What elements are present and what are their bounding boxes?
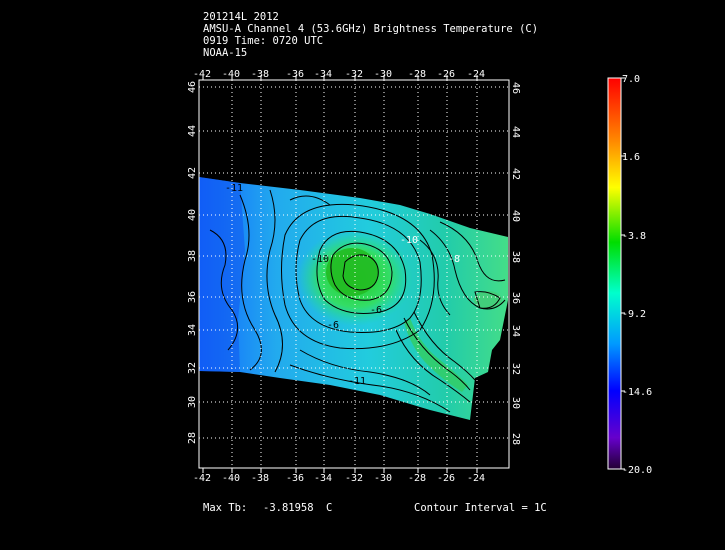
lat-tick-label: 36 xyxy=(510,292,521,304)
lon-tick-label: -24 xyxy=(467,473,485,484)
lat-tick-label: 46 xyxy=(187,81,198,93)
contour-line xyxy=(403,317,471,391)
max-tb-unit: C xyxy=(326,502,333,514)
contour-line xyxy=(299,349,431,396)
contour-label: -10 xyxy=(400,235,418,246)
lat-tick-label: 34 xyxy=(187,324,198,336)
lon-labels-top: -42 -40 -38 -36 -34 -32 -30 -28 -26 -24 xyxy=(193,69,485,80)
contour-label: -6 xyxy=(327,320,339,331)
lon-tick-label: -30 xyxy=(374,69,392,80)
contour-label: -8 xyxy=(448,254,460,265)
contour-line xyxy=(342,254,379,291)
storm-id-title: 201214L 2012 xyxy=(203,11,279,23)
lat-tick-label: 42 xyxy=(510,168,521,180)
lat-tick-label: 30 xyxy=(510,397,521,409)
lon-tick-label: -34 xyxy=(314,473,332,484)
lon-tick-label: -26 xyxy=(437,69,455,80)
max-tb-label: Max Tb: xyxy=(203,502,248,514)
lat-tick-label: 38 xyxy=(187,250,198,262)
lon-tick-label: -36 xyxy=(286,473,304,484)
colorbar-labels: 7.0 1.6 -3.8 -9.2 -14.6 -20.0 xyxy=(622,74,652,476)
colorbar-label: -3.8 xyxy=(622,231,646,242)
colorbar-label: -9.2 xyxy=(622,309,646,320)
contour-interval: Contour Interval = 1C xyxy=(414,502,547,514)
lat-labels-right: 46 44 42 40 38 36 34 32 30 28 xyxy=(510,82,521,445)
lat-tick-label: 40 xyxy=(187,209,198,221)
lat-tick-label: 30 xyxy=(187,396,198,408)
lon-tick-label: -36 xyxy=(286,69,304,80)
contour-line xyxy=(395,329,471,403)
contour-line xyxy=(413,311,476,381)
lat-tick-label: 40 xyxy=(510,210,521,222)
warm-core-inner xyxy=(326,248,378,296)
colorbar-tick-marks xyxy=(621,77,625,470)
colorbar-label: -14.6 xyxy=(622,387,652,398)
contour-line xyxy=(239,194,262,371)
top-ticks xyxy=(202,75,478,80)
lat-tick-label: 28 xyxy=(510,433,521,445)
lat-tick-label: 42 xyxy=(187,167,198,179)
contour-line xyxy=(330,242,393,301)
colorbar xyxy=(607,77,622,470)
contour-lines xyxy=(209,189,506,413)
time-title: 0919 Time: 0720 UTC xyxy=(203,35,324,47)
lon-tick-label: -26 xyxy=(437,473,455,484)
lon-tick-label: -42 xyxy=(193,473,211,484)
colorbar-label: -20.0 xyxy=(622,465,652,476)
contour-label: -11 xyxy=(225,183,243,194)
lat-tick-label: 32 xyxy=(187,362,198,374)
contour-label: -10 xyxy=(311,254,329,265)
contour-line xyxy=(289,364,451,413)
lon-labels-bottom: -42 -40 -38 -36 -34 -32 -30 -28 -26 -24 xyxy=(193,473,485,484)
axis-ticks xyxy=(202,75,478,473)
contour-line xyxy=(419,239,451,316)
contour-line xyxy=(474,291,501,309)
lat-tick-label: 32 xyxy=(510,363,521,375)
lat-tick-label: 34 xyxy=(510,325,521,337)
map-frame xyxy=(198,79,510,469)
bottom-ticks xyxy=(202,468,478,473)
brightness-swath: -10 -11 -6 -6 -11 -10 -8 xyxy=(199,177,508,420)
contour-line xyxy=(429,229,506,310)
lat-tick-label: 46 xyxy=(510,82,521,94)
lon-tick-label: -38 xyxy=(251,473,269,484)
max-tb-value: -3.81958 xyxy=(263,502,314,514)
lon-tick-label: -32 xyxy=(345,473,363,484)
lat-tick-label: 28 xyxy=(187,432,198,444)
lon-tick-label: -24 xyxy=(467,69,485,80)
lat-tick-label: 44 xyxy=(187,125,198,137)
map-grid xyxy=(199,80,509,468)
lon-tick-label: -28 xyxy=(408,473,426,484)
contour-line xyxy=(439,221,506,282)
colorbar-label: 7.0 xyxy=(622,74,640,85)
colorbar-ticks xyxy=(621,77,625,470)
lat-labels-left: 46 44 42 40 38 36 34 32 30 28 xyxy=(187,81,198,444)
contour-line xyxy=(266,189,283,373)
lon-tick-label: -28 xyxy=(408,69,426,80)
contour-labels: -10 -11 -6 -6 -11 -10 -8 xyxy=(225,183,460,387)
lon-tick-label: -42 xyxy=(193,69,211,80)
lon-tick-label: -38 xyxy=(251,69,269,80)
lon-tick-label: -40 xyxy=(222,473,240,484)
lon-tick-label: -30 xyxy=(374,473,392,484)
lat-tick-label: 44 xyxy=(510,126,521,138)
colorbar-label: 1.6 xyxy=(622,152,640,163)
lat-tick-label: 38 xyxy=(510,251,521,263)
lon-tick-label: -32 xyxy=(345,69,363,80)
lon-tick-label: -40 xyxy=(222,69,240,80)
lat-tick-label: 36 xyxy=(187,291,198,303)
product-title: AMSU-A Channel 4 (53.6GHz) Brightness Te… xyxy=(203,23,539,35)
contour-line xyxy=(209,229,239,351)
title-block: 201214L 2012 AMSU-A Channel 4 (53.6GHz) … xyxy=(203,11,538,59)
contour-label: -6 xyxy=(370,305,382,316)
lon-tick-label: -34 xyxy=(314,69,332,80)
satellite-title: NOAA-15 xyxy=(203,47,248,59)
contour-line xyxy=(289,195,331,206)
contour-line xyxy=(295,215,422,333)
contour-label: -11 xyxy=(348,376,366,387)
